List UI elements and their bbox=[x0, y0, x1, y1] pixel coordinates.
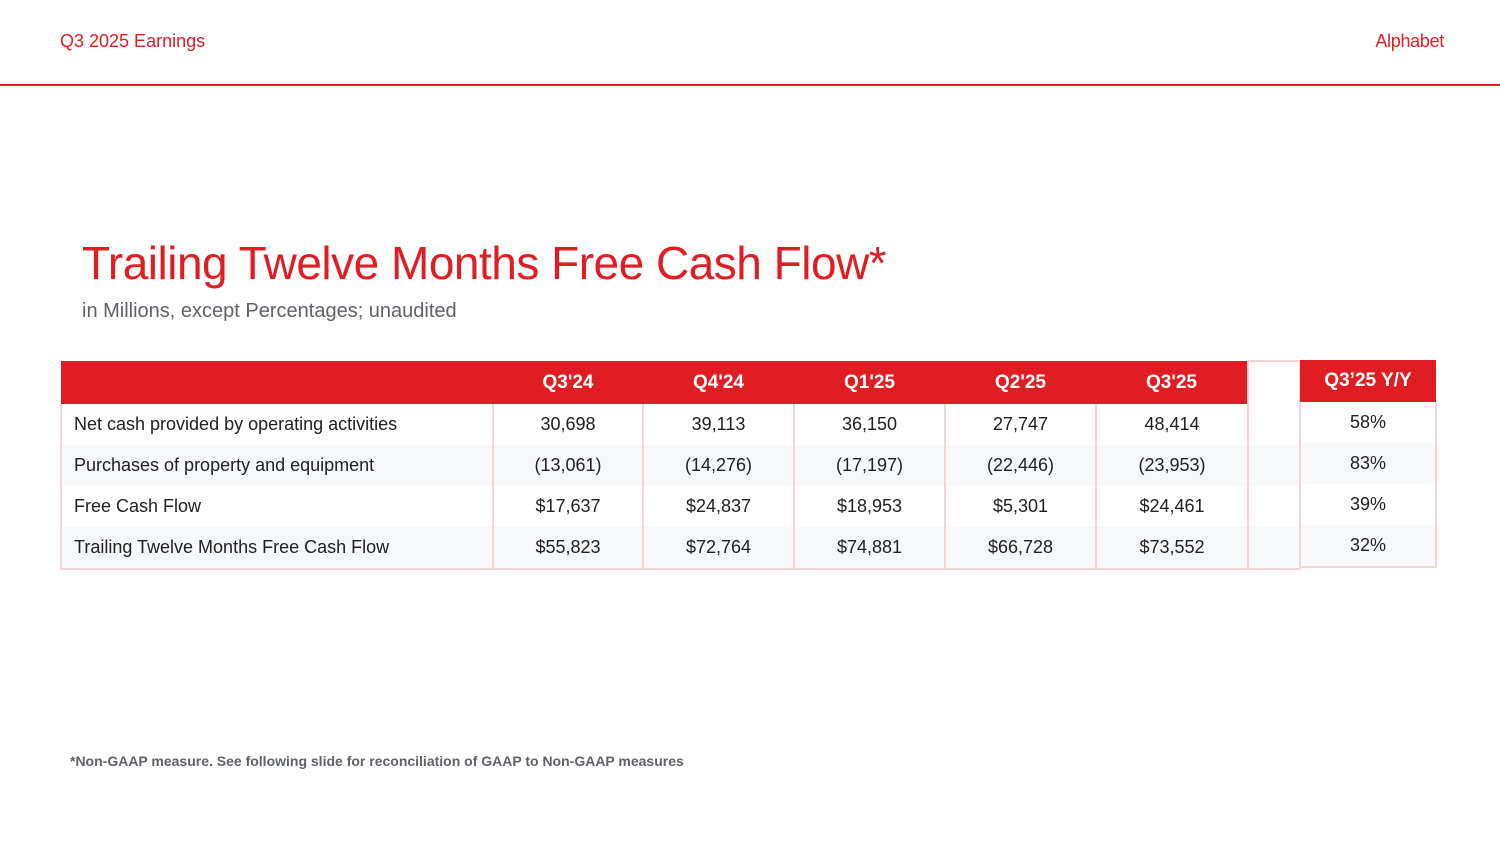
yoy-header-cell: Q3’25 Y/Y bbox=[1300, 360, 1436, 402]
row-label: Free Cash Flow bbox=[60, 486, 493, 527]
table-cell: $24,837 bbox=[642, 486, 794, 527]
page-title: Trailing Twelve Months Free Cash Flow* bbox=[82, 237, 887, 289]
header-cell: Q2'25 bbox=[945, 361, 1096, 404]
page-subtitle: in Millions, except Percentages; unaudit… bbox=[82, 300, 457, 322]
table-cell: (14,276) bbox=[642, 445, 794, 486]
yoy-row: 39% bbox=[1299, 484, 1437, 525]
table-cell: $73,552 bbox=[1095, 527, 1248, 570]
table-row: Net cash provided by operating activitie… bbox=[60, 404, 1301, 445]
yoy-row: 58% bbox=[1299, 402, 1437, 443]
yoy-cell: 83% bbox=[1299, 443, 1437, 484]
yoy-header-row: Q3’25 Y/Y bbox=[1300, 360, 1436, 402]
table-cell: $55,823 bbox=[492, 527, 643, 570]
table-row: Trailing Twelve Months Free Cash Flow $5… bbox=[60, 527, 1301, 570]
cash-flow-table: Q3'24 Q4'24 Q1'25 Q2'25 Q3'25 Net cash p… bbox=[60, 360, 1301, 570]
table-cell: $74,881 bbox=[793, 527, 945, 570]
yoy-cell: 39% bbox=[1299, 484, 1437, 525]
table-cell: $66,728 bbox=[944, 527, 1096, 570]
table-header-row: Q3'24 Q4'24 Q1'25 Q2'25 Q3'25 bbox=[61, 360, 1301, 404]
footnote: *Non-GAAP measure. See following slide f… bbox=[70, 753, 684, 769]
header-divider bbox=[0, 84, 1500, 86]
table-cell: $17,637 bbox=[492, 486, 643, 527]
table-cell: 30,698 bbox=[492, 404, 643, 445]
table-cell: (13,061) bbox=[492, 445, 643, 486]
spacer-cell bbox=[1247, 445, 1301, 486]
row-label: Purchases of property and equipment bbox=[60, 445, 493, 486]
table-cell: 27,747 bbox=[944, 404, 1096, 445]
table-cell: (17,197) bbox=[793, 445, 945, 486]
table-cell: $72,764 bbox=[642, 527, 794, 570]
header-cell: Q3'25 bbox=[1096, 361, 1248, 404]
table-cell: $5,301 bbox=[944, 486, 1096, 527]
yoy-cell: 58% bbox=[1299, 402, 1437, 443]
spacer-cell bbox=[1247, 486, 1301, 527]
row-label: Trailing Twelve Months Free Cash Flow bbox=[60, 527, 493, 570]
header-cell: Q1'25 bbox=[794, 361, 945, 404]
table-cell: 39,113 bbox=[642, 404, 794, 445]
brand-logo: Alphabet bbox=[1375, 31, 1444, 51]
table-cell: (22,446) bbox=[944, 445, 1096, 486]
section-label: Q3 2025 Earnings bbox=[60, 31, 206, 51]
header-cell: Q3'24 bbox=[493, 361, 643, 404]
header-cell-label bbox=[61, 361, 493, 404]
yoy-cell: 32% bbox=[1299, 525, 1437, 568]
table-row: Purchases of property and equipment (13,… bbox=[60, 445, 1301, 486]
table-cell: (23,953) bbox=[1095, 445, 1248, 486]
header-cell: Q4'24 bbox=[643, 361, 794, 404]
yoy-table: Q3’25 Y/Y 58% 83% 39% 32% bbox=[1299, 360, 1437, 568]
spacer-cell bbox=[1247, 360, 1301, 404]
table-cell: $24,461 bbox=[1095, 486, 1248, 527]
spacer-cell bbox=[1247, 404, 1301, 445]
yoy-row: 32% bbox=[1299, 525, 1437, 568]
row-label: Net cash provided by operating activitie… bbox=[60, 404, 493, 445]
spacer-cell bbox=[1247, 527, 1301, 570]
table-cell: 36,150 bbox=[793, 404, 945, 445]
table-cell: $18,953 bbox=[793, 486, 945, 527]
yoy-row: 83% bbox=[1299, 443, 1437, 484]
table-row: Free Cash Flow $17,637 $24,837 $18,953 $… bbox=[60, 486, 1301, 527]
table-cell: 48,414 bbox=[1095, 404, 1248, 445]
